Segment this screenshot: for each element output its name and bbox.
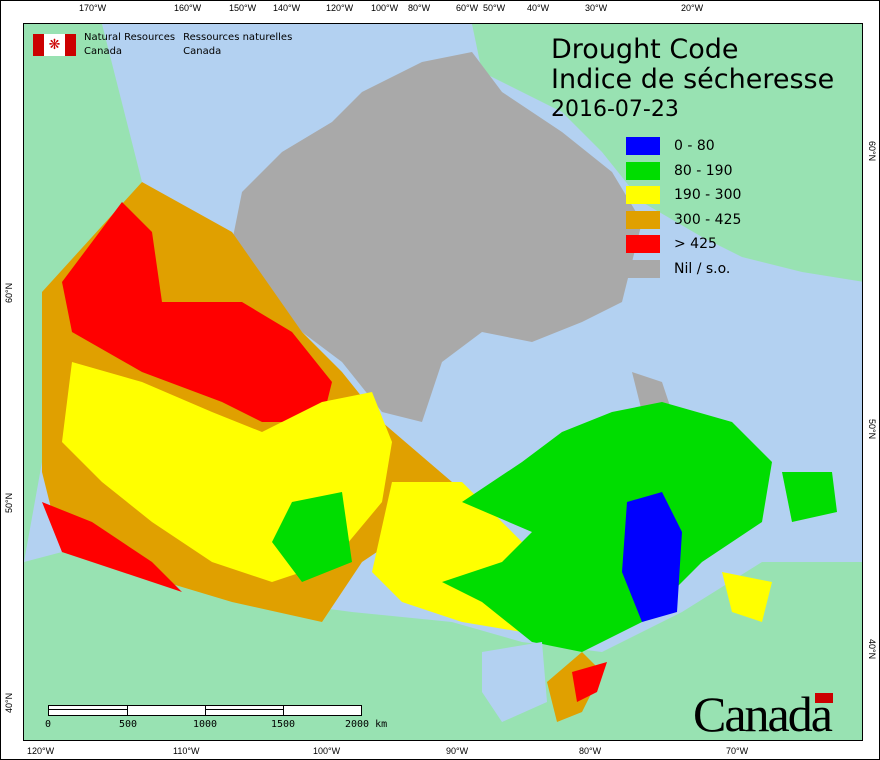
graticule-label: 30°W <box>585 3 608 13</box>
org-en-line1: Natural Resources <box>84 32 176 43</box>
graticule-label: 90°W <box>446 746 469 756</box>
scale-label: 1500 <box>271 719 296 730</box>
region-blue-quebec <box>622 492 682 622</box>
org-fr-line1: Ressources naturelles <box>183 32 293 43</box>
canada-wordmark: Canada <box>693 685 833 743</box>
wordmark-flag-icon <box>814 693 833 703</box>
graticule-label: 170°W <box>79 3 107 13</box>
graticule-label: 40°N <box>4 692 14 713</box>
graticule-label: 60°N <box>867 141 877 162</box>
scale-bar <box>48 705 362 716</box>
graticule-label: 70°W <box>726 746 749 756</box>
graticule-label: 120°W <box>27 746 55 756</box>
graticule-label: 60°W <box>456 3 479 13</box>
legend-swatch <box>626 161 660 180</box>
graticule-label: 40°W <box>527 3 550 13</box>
canada-flag-icon: ❋ <box>33 34 76 56</box>
legend-swatch <box>626 137 660 156</box>
graticule-label: 80°W <box>579 746 602 756</box>
graticule-label: 40°N <box>867 639 877 660</box>
legend-swatch <box>626 186 660 205</box>
org-en-line2: Canada <box>84 46 123 57</box>
legend-item: 300 - 425 <box>626 208 741 233</box>
greenland <box>472 24 862 282</box>
map-title: Drought Code Indice de sécheresse <box>551 35 834 95</box>
graticule-label: 140°W <box>273 3 301 13</box>
title-en: Drought Code <box>551 34 739 65</box>
graticule-label: 150°W <box>229 3 257 13</box>
graticule-label: 60°N <box>4 282 14 303</box>
map-date: 2016-07-23 <box>551 97 679 122</box>
legend-label: > 425 <box>674 236 717 253</box>
graticule-label: 50°N <box>4 492 14 513</box>
graticule-label: 50°N <box>867 419 877 440</box>
legend-swatch <box>626 235 660 254</box>
alaska <box>24 24 142 562</box>
region-yellow-maritimes <box>722 572 772 622</box>
graticule-label: 160°W <box>174 3 202 13</box>
legend-label: 80 - 190 <box>674 162 733 179</box>
legend-swatch <box>626 259 660 278</box>
graticule-label: 80°W <box>408 3 431 13</box>
map-canvas <box>24 24 862 740</box>
legend-label: Nil / s.o. <box>674 260 731 277</box>
region-red-ontario <box>572 662 607 702</box>
scale-label: 2000 km <box>345 719 388 730</box>
legend-item: 80 - 190 <box>626 159 741 184</box>
region-green-prairie <box>272 492 352 582</box>
region-red-north <box>62 202 332 422</box>
legend-item: 190 - 300 <box>626 183 741 208</box>
region-red-bc <box>42 502 182 592</box>
org-fr-line2: Canada <box>183 46 222 57</box>
legend-item: 0 - 80 <box>626 134 741 159</box>
region-green-newfoundland <box>782 472 837 522</box>
arctic-islands <box>232 52 642 422</box>
legend-item: Nil / s.o. <box>626 257 741 282</box>
graticule-label: 120°W <box>326 3 354 13</box>
graticule-label: 100°W <box>371 3 399 13</box>
graticule-label: 20°W <box>681 3 704 13</box>
region-green-east <box>442 402 772 652</box>
scale-label: 500 <box>119 719 138 730</box>
graticule-label: 110°W <box>173 746 200 756</box>
graticule-label: 50°W <box>483 3 506 13</box>
scale-label: 0 <box>45 719 52 730</box>
map-area <box>23 23 863 741</box>
nrcan-signature: ❋ Natural Resources Canada Ressources nat… <box>33 31 292 59</box>
legend: 0 - 80 80 - 190 190 - 300 300 - 425 > 425 Nil… <box>626 134 741 281</box>
legend-label: 0 - 80 <box>674 138 715 155</box>
title-fr: Indice de sécheresse <box>551 64 835 95</box>
great-lakes <box>482 642 547 722</box>
legend-item: > 425 <box>626 232 741 257</box>
scale-label: 1000 <box>193 719 218 730</box>
graticule-label: 100°W <box>313 746 341 756</box>
wordmark-text: Canada <box>693 686 833 742</box>
legend-swatch <box>626 210 660 229</box>
legend-label: 190 - 300 <box>674 187 742 204</box>
legend-label: 300 - 425 <box>674 211 742 228</box>
